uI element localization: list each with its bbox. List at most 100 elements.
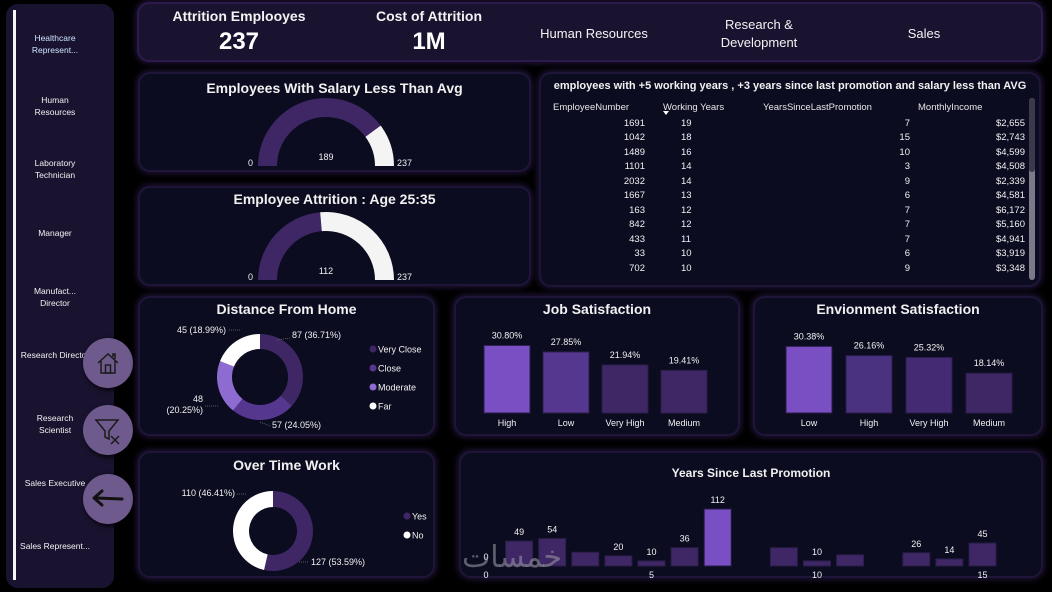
bar-year-6 bbox=[670, 547, 699, 567]
bar-low bbox=[785, 345, 833, 414]
table-cell: 7 bbox=[904, 233, 910, 245]
table-row[interactable]: 1691 19 7 $2,655 bbox=[549, 116, 1029, 131]
slicer-item-human-resources[interactable]: Human Resources bbox=[34, 95, 76, 117]
gauge-remaining-arc bbox=[320, 212, 394, 280]
table-cell: $3,919 bbox=[995, 248, 1025, 260]
table-row[interactable]: 163 12 7 $6,172 bbox=[549, 203, 1029, 218]
donut-data-label: 57 (24.05%) bbox=[272, 420, 321, 430]
column-header-monthly-income[interactable]: MonthlyIncome bbox=[918, 101, 983, 113]
bar-very-high bbox=[601, 364, 649, 414]
slicer-item-healthcare-represent[interactable]: Healthcare Represent... bbox=[31, 33, 79, 55]
legend-label-close: Close bbox=[378, 364, 401, 374]
bar-value-label: 27.85% bbox=[551, 337, 582, 347]
table-cell: $2,743 bbox=[995, 132, 1025, 144]
x-tick-label: 5 bbox=[649, 570, 654, 580]
kpi-label: Cost of Attrition bbox=[375, 8, 482, 24]
table-cell: 6 bbox=[904, 248, 910, 260]
bar-value-label: 18.14% bbox=[974, 358, 1005, 368]
bar-high bbox=[845, 355, 893, 414]
bar-year-1 bbox=[505, 540, 534, 567]
column-header-years-since-promotion[interactable]: YearsSinceLastPromotion bbox=[763, 101, 872, 113]
table-cell: $2,655 bbox=[995, 117, 1025, 129]
gauge-card-salary: Employees With Salary Less Than Avg 189 0… bbox=[138, 72, 531, 172]
scrollbar-thumb[interactable] bbox=[1029, 98, 1035, 172]
table-cell: 6 bbox=[904, 190, 910, 202]
donut-slice-very-close bbox=[260, 334, 303, 406]
bar-year-4 bbox=[604, 555, 633, 567]
department-sales[interactable]: Sales bbox=[907, 26, 941, 41]
table-cell: 33 bbox=[634, 248, 645, 260]
donut-data-label: 87 (36.71%) bbox=[292, 330, 341, 340]
clear-filters-button[interactable] bbox=[83, 405, 133, 455]
department-research-development[interactable]: Research & Development bbox=[720, 17, 798, 50]
bar-year-11 bbox=[836, 554, 865, 567]
table-row[interactable]: 1667 13 6 $4,581 bbox=[549, 189, 1029, 204]
donut-slice-yes bbox=[264, 491, 314, 571]
home-icon bbox=[97, 352, 119, 374]
x-tick-label: Medium bbox=[973, 418, 1005, 428]
legend-marker bbox=[369, 364, 377, 372]
over-time-donut-chart: 127 (53.59%) 110 (46.41%) Yes No bbox=[182, 488, 427, 571]
table-row[interactable]: 1101 14 3 $4,508 bbox=[549, 160, 1029, 175]
department-human-resources[interactable]: Human Resources bbox=[540, 26, 648, 41]
bar-value-label: 10 bbox=[812, 547, 822, 557]
donut-data-label: 127 (53.59%) bbox=[311, 557, 365, 567]
table-row[interactable]: 2032 14 9 $2,339 bbox=[549, 174, 1029, 189]
table-cell: 9 bbox=[904, 175, 910, 187]
slicer-item-sales-executive[interactable]: Sales Executive bbox=[24, 478, 86, 488]
distance-from-home-card: Distance From Home 87 (36.71%) 57 (24.05%… bbox=[138, 296, 435, 436]
gauge-card-age: Employee Attrition : Age 25:35 112 0 237 bbox=[138, 186, 531, 286]
x-tick-label: Medium bbox=[668, 418, 700, 428]
chart-title: Envionment Satisfaction bbox=[816, 301, 980, 317]
environment-satisfaction-card: Envionment Satisfaction 30.38% Low 26.16% H… bbox=[753, 296, 1043, 436]
donut-data-label: (20.25%) bbox=[166, 405, 203, 415]
table-row[interactable]: 33 10 6 $3,919 bbox=[549, 247, 1029, 262]
over-time-card: Over Time Work 127 (53.59%) 110 (46.41%) Y… bbox=[138, 451, 435, 578]
legend-label-no: No bbox=[412, 531, 424, 541]
role-slicer-sidebar: Healthcare Represent... Human Resources La… bbox=[6, 4, 114, 588]
bar-year-14 bbox=[935, 558, 964, 567]
table-row[interactable]: 1489 16 10 $4,599 bbox=[549, 145, 1029, 160]
job-satisfaction-card: Job Satisfaction 30.80% High 27.85% Low 21.9… bbox=[454, 296, 740, 436]
home-button[interactable] bbox=[83, 338, 133, 388]
slicer-item-sales-represent[interactable]: Sales Represent... bbox=[20, 541, 90, 551]
gauge-min-label: 0 bbox=[248, 158, 253, 168]
slicer-item-manufact-director[interactable]: Manufact... Director bbox=[33, 286, 77, 308]
table-row[interactable]: 433 11 7 $4,941 bbox=[549, 232, 1029, 247]
slicer-item-manager[interactable]: Manager bbox=[38, 228, 72, 238]
bar-value-label: 45 bbox=[977, 529, 987, 539]
bar-year-15 bbox=[968, 542, 997, 567]
bar-year-3 bbox=[571, 551, 600, 567]
table-cell: 1489 bbox=[623, 146, 645, 158]
table-scrollbar[interactable] bbox=[1029, 98, 1035, 280]
slicer-item-research-scientist[interactable]: Research Scientist bbox=[36, 413, 74, 435]
back-button[interactable] bbox=[83, 474, 133, 524]
table-cell: 13 bbox=[681, 190, 692, 202]
header-bar: Attrition Emplooyes 237 Cost of Attritio… bbox=[137, 2, 1043, 62]
table-row[interactable]: 842 12 7 $5,160 bbox=[549, 218, 1029, 233]
table-cell: 14 bbox=[681, 175, 692, 187]
bar-medium bbox=[965, 372, 1013, 414]
slicer-item-research-director[interactable]: Research Director bbox=[20, 350, 90, 360]
table-row[interactable]: 702 10 9 $3,348 bbox=[549, 261, 1029, 276]
x-tick-label: Very High bbox=[605, 418, 644, 428]
table-cell: 1691 bbox=[623, 117, 645, 129]
table-cell: 11 bbox=[681, 233, 691, 245]
filter-clear-icon bbox=[94, 419, 120, 445]
column-header-working-years[interactable]: Working Years bbox=[659, 98, 759, 116]
table-cell: 15 bbox=[899, 132, 910, 144]
table-cell: $3,348 bbox=[995, 262, 1025, 274]
legend-label-yes: Yes bbox=[412, 512, 427, 522]
x-tick-label: Low bbox=[558, 418, 575, 428]
table-row[interactable]: 1042 18 15 $2,743 bbox=[549, 131, 1029, 146]
slicer-rail bbox=[13, 10, 16, 580]
kpi-label: Attrition Emplooyes bbox=[172, 8, 306, 24]
slicer-item-laboratory-technician[interactable]: Laboratory Technician bbox=[34, 158, 76, 180]
gauge-salary-less-than-avg: 189 0 237 bbox=[248, 98, 412, 168]
table-cell: 10 bbox=[681, 248, 692, 260]
column-header-employee-number[interactable]: EmployeeNumber bbox=[553, 101, 630, 113]
x-tick-label: Very High bbox=[909, 418, 948, 428]
table-cell: 7 bbox=[904, 204, 910, 216]
legend-marker bbox=[403, 512, 411, 520]
bar-value-label: 26.16% bbox=[854, 341, 885, 351]
